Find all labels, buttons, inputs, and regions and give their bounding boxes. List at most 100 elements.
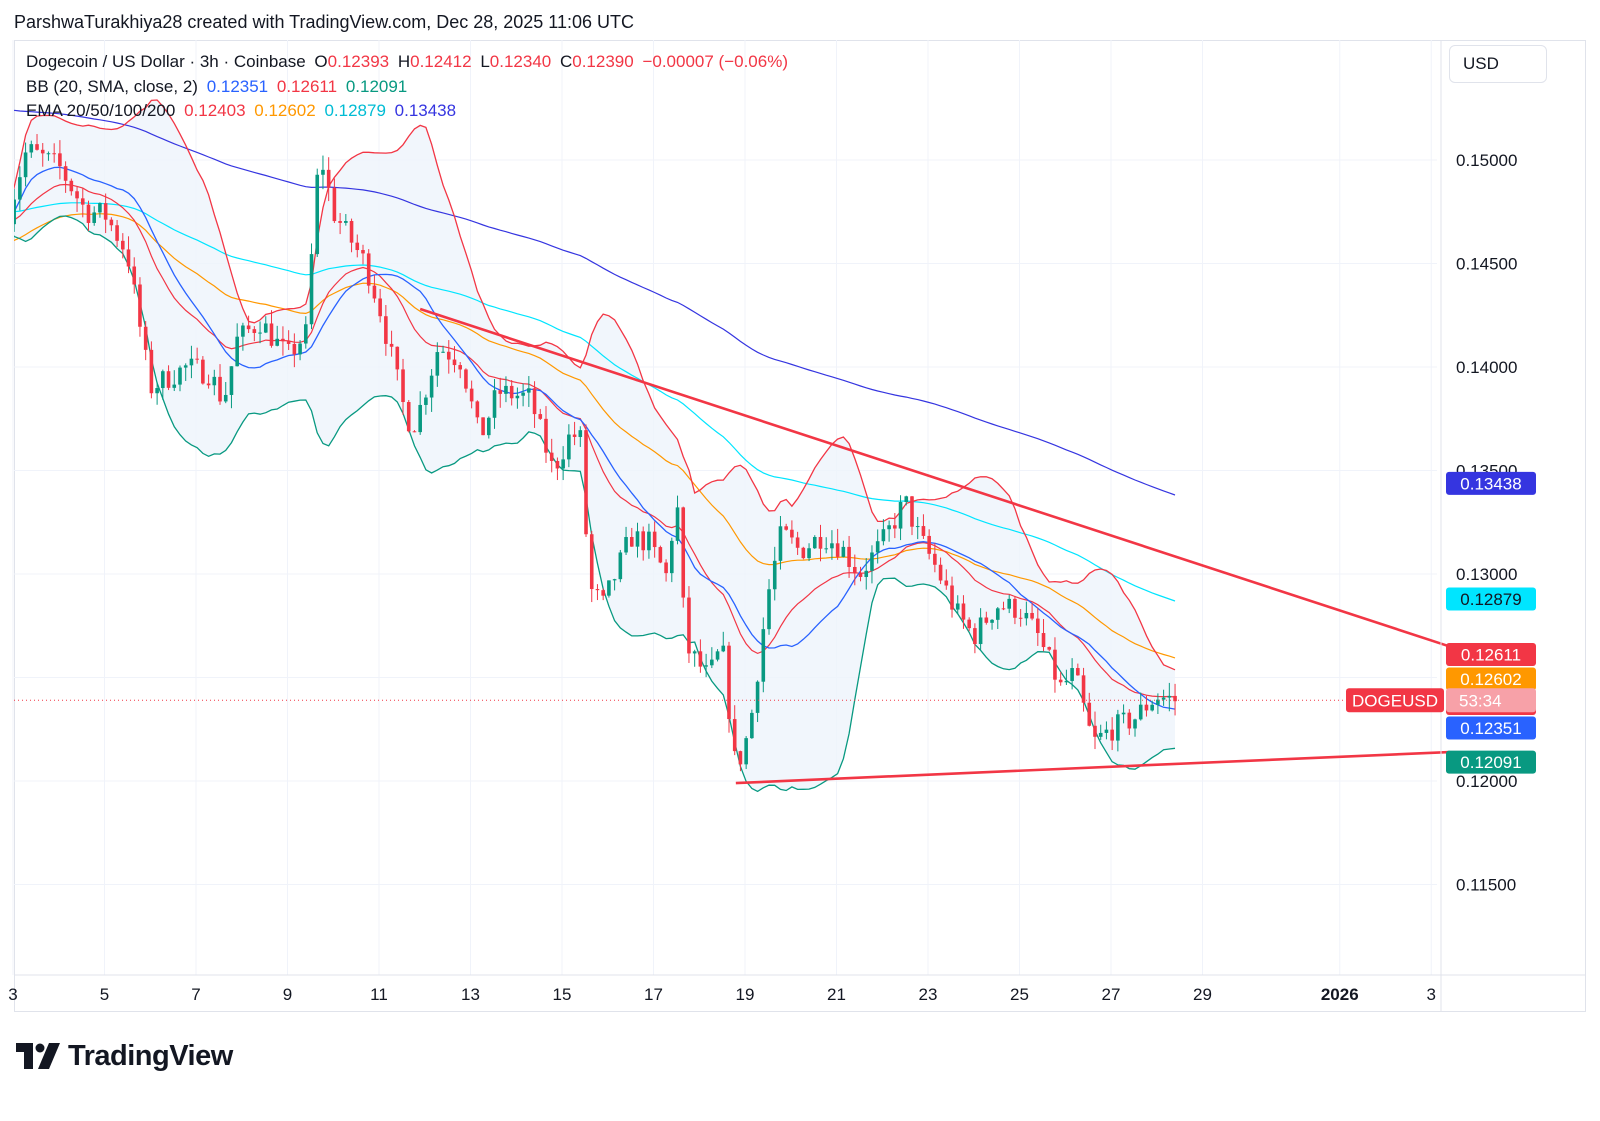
candle-body — [538, 414, 543, 419]
time-tick-label: 3 — [8, 985, 17, 1004]
candle-body — [252, 329, 257, 334]
time-tick-label: 3 — [1427, 985, 1436, 1004]
price-axis-tag — [1446, 667, 1536, 691]
candle-body — [452, 359, 457, 366]
candle-body — [881, 529, 886, 542]
candle-body — [1007, 598, 1012, 609]
candle-body — [687, 597, 691, 654]
candle-body — [795, 537, 800, 548]
candle-body — [183, 365, 188, 368]
ema200-value: 0.13438 — [394, 101, 457, 120]
candle-body — [589, 534, 594, 590]
candle-body — [761, 629, 766, 682]
open-value: 0.12393 — [327, 52, 390, 71]
candle-body — [841, 546, 846, 557]
candle-body — [58, 153, 62, 167]
candle-body — [1156, 699, 1160, 705]
candle-body — [647, 531, 651, 551]
high-value: 0.12412 — [410, 52, 472, 71]
currency-selector[interactable]: USD — [1449, 45, 1547, 83]
candle-body — [1161, 697, 1166, 700]
time-tick-label: 9 — [283, 985, 292, 1004]
candle-body — [406, 402, 411, 432]
candle-body — [618, 552, 623, 580]
candle-body — [212, 376, 217, 386]
candle-body — [412, 431, 417, 433]
candle-body — [1110, 729, 1114, 741]
ema100-line — [14, 202, 1176, 602]
candle-body — [767, 589, 771, 630]
bollinger-band-fill — [14, 100, 1175, 792]
candle-body — [801, 547, 806, 559]
ema200-line — [14, 109, 1176, 496]
candle-body — [1013, 598, 1017, 618]
candle-body — [378, 298, 382, 317]
candle-body — [732, 719, 737, 752]
candle-body — [1024, 612, 1029, 619]
candle-body — [75, 191, 79, 199]
candle-body — [1121, 712, 1126, 715]
price-tick-label: 0.12000 — [1456, 772, 1517, 791]
candle-body — [1127, 712, 1132, 729]
ticker-badge-text: DOGEUSD — [1352, 691, 1438, 710]
candle-body — [778, 526, 783, 561]
candle-body — [704, 665, 708, 667]
candle-body — [921, 526, 926, 536]
candle-body — [218, 376, 222, 402]
candle-body — [161, 371, 165, 389]
candle-body — [492, 390, 497, 418]
ema50-value: 0.12602 — [254, 101, 316, 120]
candle-body — [738, 751, 743, 765]
price-tick-label: 0.13000 — [1456, 565, 1517, 584]
price-axis-tag-text: 0.12602 — [1460, 670, 1521, 689]
ema20-value: 0.12403 — [184, 101, 246, 120]
candle-body — [1041, 633, 1046, 648]
candle-body — [1047, 647, 1052, 650]
candle-body — [978, 617, 983, 645]
bb-legend: BB (20, SMA, close, 2) 0.12351 0.12611 0… — [26, 77, 411, 97]
price-tick-label: 0.14500 — [1456, 255, 1517, 274]
candle-body — [1133, 719, 1137, 729]
candle-body — [938, 564, 943, 581]
candle-body — [670, 540, 674, 574]
time-tick-label: 21 — [827, 985, 846, 1004]
time-tick-label: 27 — [1102, 985, 1121, 1004]
ema50-line — [14, 213, 1176, 659]
ascending-support-trendline — [735, 750, 1450, 785]
candle-body — [772, 560, 777, 590]
time-tick-label: 15 — [553, 985, 572, 1004]
candle-body — [52, 153, 56, 155]
candle-body — [715, 651, 720, 660]
candle-body — [143, 326, 148, 350]
candle-body — [893, 525, 897, 529]
candle-body — [286, 341, 291, 344]
time-tick-label: 29 — [1193, 985, 1212, 1004]
candle-body — [372, 285, 377, 299]
bb-label: BB (20, SMA, close, 2) — [26, 77, 198, 96]
candle-body — [103, 203, 108, 220]
candle-body — [561, 459, 565, 469]
candle-body — [326, 169, 331, 188]
chart-pane[interactable] — [14, 40, 1586, 1012]
candle-body — [887, 525, 891, 530]
candle-body — [1036, 618, 1040, 634]
candle-body — [612, 579, 617, 581]
tradingview-logo[interactable]: TradingView — [16, 1038, 233, 1074]
candle-body — [1018, 617, 1023, 619]
candle-body — [904, 496, 909, 502]
candle-body — [853, 566, 857, 574]
candle-body — [990, 619, 994, 623]
candle-body — [269, 323, 274, 346]
countdown-badge-text: 53:34 — [1459, 691, 1502, 710]
bb-upper-line — [14, 99, 1176, 671]
price-axis-tag-text: 0.12611 — [1461, 646, 1521, 665]
candle-body — [1081, 675, 1086, 703]
candle-body — [23, 152, 28, 178]
ema-label: EMA 20/50/100/200 — [26, 101, 176, 120]
candle-body — [14, 199, 16, 225]
candle-body — [515, 395, 520, 399]
symbol-title: Dogecoin / US Dollar · 3h · Coinbase — [26, 52, 306, 71]
candle-body — [155, 388, 159, 394]
candle-body — [121, 240, 125, 250]
